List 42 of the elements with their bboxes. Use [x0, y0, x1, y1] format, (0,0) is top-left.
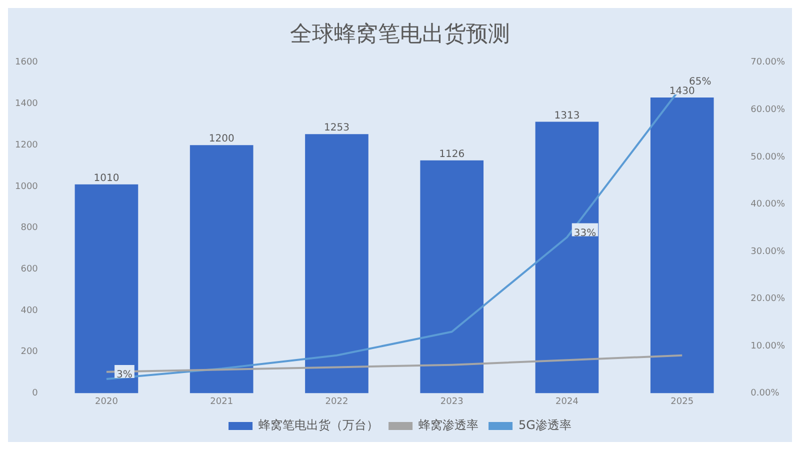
y2-tick-label: 40.00% [750, 200, 786, 210]
x-tick-label: 2025 [670, 396, 694, 407]
x-tick-label: 2022 [325, 396, 348, 407]
bar [650, 98, 714, 394]
chart-title: 全球蜂窝笔电出货预测 [290, 22, 510, 47]
data-label: 1126 [439, 148, 465, 160]
y-tick-label: 1400 [15, 99, 38, 110]
y2-tick-label: 50.00% [750, 152, 786, 162]
legend-label: 蜂窝渗透率 [418, 418, 479, 432]
data-label: 3% [116, 370, 132, 381]
y-tick-label: 600 [20, 264, 38, 274]
y-tick-label: 1600 [15, 58, 38, 68]
x-tick-label: 2024 [556, 396, 579, 407]
bar [535, 122, 599, 394]
data-label: 1253 [324, 122, 350, 134]
bar [305, 134, 368, 394]
y-tick-label: 0 [32, 388, 38, 399]
x-tick-label: 2023 [440, 396, 464, 407]
data-label: 1430 [669, 86, 695, 98]
y-tick-label: 1000 [15, 182, 38, 192]
y2-tick-label: 70.00% [750, 58, 786, 68]
y2-tick-label: 0.00% [750, 388, 780, 399]
y2-tick-label: 60.00% [750, 105, 786, 115]
x-tick-label: 2020 [95, 396, 118, 407]
y-tick-label: 1200 [15, 140, 38, 150]
data-label: 1200 [208, 134, 234, 145]
legend-label: 5G渗透率 [518, 418, 572, 432]
data-label: 65% [689, 76, 712, 88]
x-tick-label: 2021 [210, 396, 234, 407]
y-tick-label: 400 [20, 306, 38, 316]
bar [74, 184, 138, 394]
y-tick-label: 800 [20, 223, 38, 234]
legend-label: 蜂窝笔电出货（万台） [258, 418, 379, 432]
y2-tick-label: 20.00% [750, 294, 786, 304]
y2-tick-label: 30.00% [750, 246, 786, 257]
y2-tick-label: 10.00% [750, 341, 786, 352]
bar [190, 145, 254, 394]
data-label: 1313 [554, 110, 580, 122]
data-label: 33% [574, 228, 596, 239]
bar [420, 160, 484, 394]
y-tick-label: 200 [20, 347, 38, 358]
data-label: 1010 [94, 172, 120, 184]
